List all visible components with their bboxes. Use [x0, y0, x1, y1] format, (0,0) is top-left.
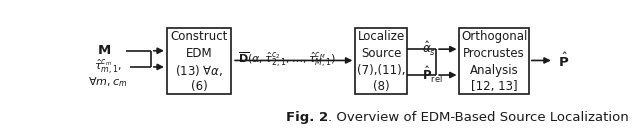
- Text: Fig. 2: Fig. 2: [286, 111, 328, 124]
- Bar: [460, 28, 529, 94]
- Text: (8): (8): [373, 80, 390, 93]
- Text: [12, 13]: [12, 13]: [471, 80, 518, 93]
- Text: (6): (6): [191, 80, 207, 93]
- Bar: [167, 28, 231, 94]
- Text: $\hat{\mathbf{P}}_{\mathrm{rel}}$: $\hat{\mathbf{P}}_{\mathrm{rel}}$: [422, 65, 443, 85]
- Text: $\overline{\mathbf{D}}(\alpha,\hat{\tau}_{2,1}^{c_2},\ldots,\hat{\tau}_{M,1}^{c_: $\overline{\mathbf{D}}(\alpha,\hat{\tau}…: [238, 51, 337, 70]
- Text: . Overview of EDM-Based Source Localization: . Overview of EDM-Based Source Localizat…: [328, 111, 628, 124]
- Text: $\hat{\tau}_{m,1}^{c_m},$: $\hat{\tau}_{m,1}^{c_m},$: [94, 58, 122, 76]
- Text: Analysis: Analysis: [470, 64, 518, 77]
- Text: (13) $\forall\alpha$,: (13) $\forall\alpha$,: [175, 63, 223, 78]
- Text: $\hat{\mathbf{P}}$: $\hat{\mathbf{P}}$: [558, 51, 569, 70]
- Text: Orthogonal: Orthogonal: [461, 30, 527, 43]
- Text: $\forall m,c_m$: $\forall m,c_m$: [88, 74, 127, 89]
- Text: $\hat{\alpha}_s$: $\hat{\alpha}_s$: [422, 40, 436, 58]
- Bar: [355, 28, 408, 94]
- Text: Procrustes: Procrustes: [463, 47, 525, 60]
- Text: Construct: Construct: [170, 30, 228, 43]
- Text: Source: Source: [361, 47, 401, 60]
- Text: (7),(11),: (7),(11),: [357, 64, 406, 77]
- Text: EDM: EDM: [186, 47, 212, 60]
- Text: Localize: Localize: [358, 30, 405, 43]
- Text: $\mathbf{M}$: $\mathbf{M}$: [97, 44, 111, 57]
